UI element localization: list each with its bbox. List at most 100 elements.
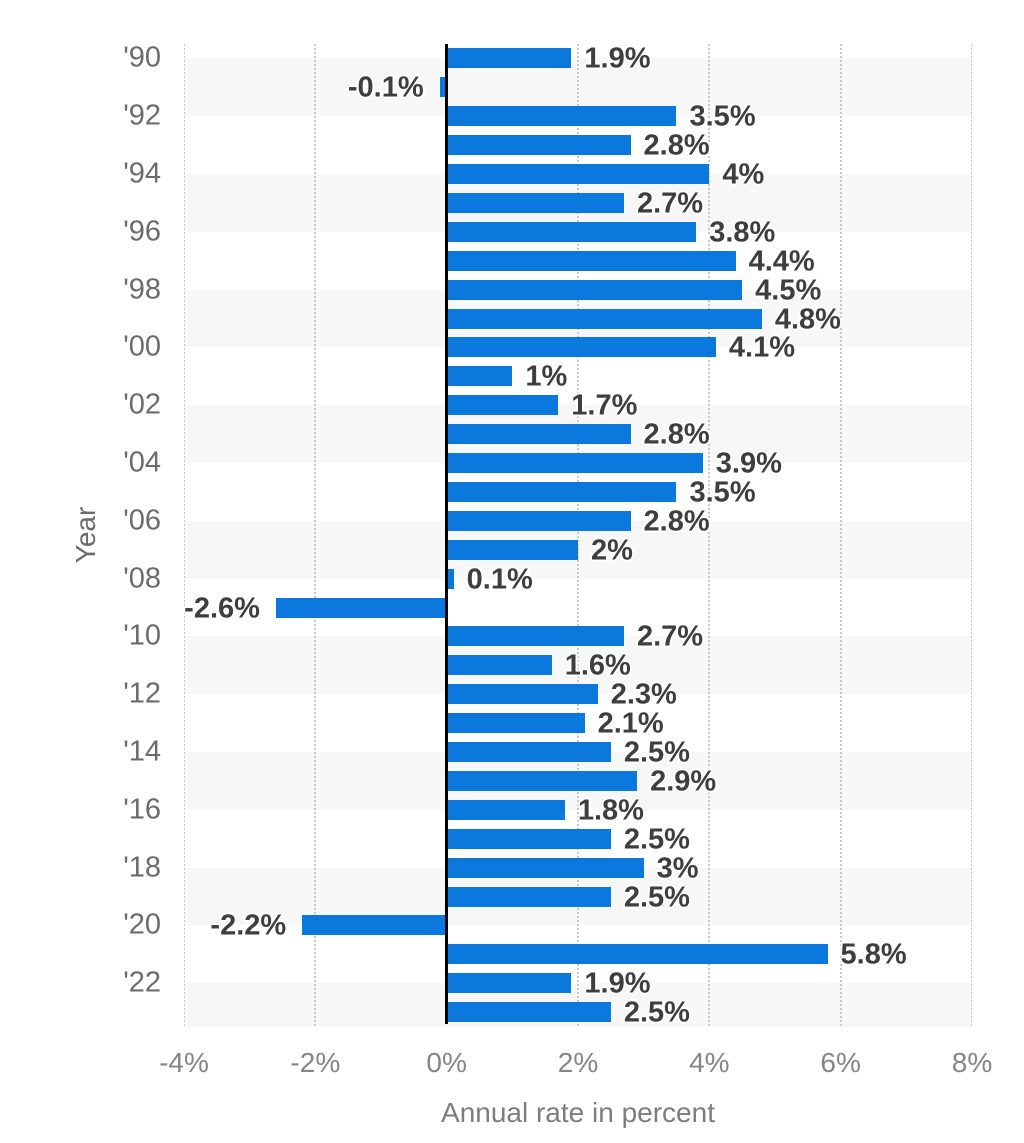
value-label-2016: 1.8%	[577, 794, 644, 827]
value-label-2005: 3.5%	[689, 476, 756, 509]
bar-2002[interactable]	[446, 395, 559, 416]
y-tick-label: '94	[123, 157, 161, 190]
bar-2020[interactable]	[302, 915, 447, 936]
x-tick-label: 2%	[557, 1047, 599, 1078]
bar-2007[interactable]	[446, 539, 578, 560]
value-label-2008: 0.1%	[466, 563, 533, 596]
value-label-2003: 2.8%	[643, 418, 710, 451]
bar-2015[interactable]	[446, 770, 638, 791]
value-label-1996: 3.8%	[709, 216, 776, 249]
bar-2022[interactable]	[446, 973, 572, 994]
value-label-1991: -0.1%	[347, 71, 424, 104]
value-label-2009: -2.6%	[184, 592, 260, 625]
value-label-2010: 2.7%	[636, 620, 704, 653]
x-tick-label: 6%	[820, 1047, 861, 1078]
value-label-1998: 4.5%	[755, 274, 822, 307]
y-tick-label: '90	[123, 41, 161, 74]
x-tick-label: 0%	[426, 1047, 467, 1078]
value-label-2012: 2.3%	[610, 678, 677, 711]
value-label-1993: 2.8%	[643, 129, 710, 162]
value-label-2015: 2.9%	[650, 765, 717, 798]
y-tick-label: '18	[123, 851, 161, 884]
bar-1997[interactable]	[446, 250, 736, 271]
value-label-2002: 1.7%	[571, 389, 638, 422]
value-label-1999: 4.8%	[774, 303, 841, 336]
value-label-2022: 1.9%	[584, 967, 651, 1000]
bar-2023[interactable]	[446, 1002, 611, 1023]
y-tick-label: '04	[123, 446, 161, 479]
bar-1993[interactable]	[446, 135, 631, 156]
gridline	[708, 44, 711, 1027]
bar-2004[interactable]	[446, 453, 703, 474]
value-label-2021: 5.8%	[840, 938, 907, 971]
value-label-2018: 3%	[656, 852, 699, 885]
gridline	[971, 44, 972, 1027]
value-label-1990: 1.9%	[584, 42, 651, 75]
value-label-2007: 2%	[591, 534, 633, 567]
bar-2013[interactable]	[446, 713, 585, 734]
y-tick-label: '08	[123, 562, 161, 595]
y-tick-label: '06	[123, 504, 161, 537]
bar-1994[interactable]	[446, 164, 710, 185]
bar-1992[interactable]	[446, 106, 677, 127]
x-tick-label: 8%	[951, 1047, 993, 1078]
bar-2016[interactable]	[446, 799, 565, 820]
bar-1991[interactable]	[439, 77, 447, 98]
bar-1998[interactable]	[446, 279, 743, 300]
value-label-2017: 2.5%	[623, 823, 690, 856]
zero-axis-line	[445, 44, 448, 1024]
bar-2018[interactable]	[446, 857, 644, 878]
bar-1995[interactable]	[446, 192, 624, 213]
value-label-1992: 3.5%	[689, 100, 756, 133]
bar-2014[interactable]	[446, 742, 611, 763]
gridline	[184, 44, 185, 1027]
bar-2010[interactable]	[446, 626, 624, 647]
value-label-2004: 3.9%	[715, 447, 782, 480]
x-axis-title: Annual rate in percent	[441, 1097, 715, 1128]
bar-2006[interactable]	[446, 510, 631, 531]
value-label-2013: 2.1%	[597, 707, 664, 740]
value-label-1997: 4.4%	[748, 245, 815, 278]
value-label-2023: 2.5%	[623, 996, 690, 1029]
value-label-2001: 1%	[525, 360, 568, 393]
bar-1996[interactable]	[446, 221, 697, 242]
bar-2009[interactable]	[275, 597, 447, 618]
bar-2019[interactable]	[446, 886, 611, 907]
bar-2017[interactable]	[446, 828, 611, 849]
gridline	[577, 44, 579, 1027]
value-label-2006: 2.8%	[643, 505, 710, 538]
y-tick-label: '02	[123, 388, 161, 421]
gridline	[314, 44, 317, 1027]
y-tick-label: '12	[123, 677, 161, 710]
value-label-2011: 1.6%	[564, 649, 631, 682]
bar-2003[interactable]	[446, 424, 631, 445]
bar-2021[interactable]	[446, 944, 828, 965]
value-label-2020: -2.2%	[210, 909, 287, 942]
y-axis-title: Year	[70, 506, 101, 564]
x-tick-label: 4%	[689, 1047, 730, 1078]
y-tick-label: '98	[123, 273, 161, 306]
bar-2005[interactable]	[446, 481, 677, 502]
bar-2000[interactable]	[446, 337, 716, 358]
bar-2012[interactable]	[446, 684, 598, 705]
y-tick-label: '00	[123, 330, 161, 363]
plot-area	[184, 44, 972, 1027]
x-tick-label: -2%	[290, 1047, 341, 1078]
y-tick-label: '22	[123, 966, 161, 999]
value-label-2014: 2.5%	[623, 736, 690, 769]
y-tick-label: '10	[123, 619, 161, 652]
bar-2008[interactable]	[446, 568, 454, 589]
bar-1990[interactable]	[446, 48, 572, 69]
y-tick-label: '96	[123, 215, 161, 248]
y-tick-label: '20	[123, 908, 161, 941]
bar-2011[interactable]	[446, 655, 552, 676]
value-label-1994: 4%	[722, 158, 765, 191]
value-label-1995: 2.7%	[636, 187, 704, 220]
value-label-2000: 4.1%	[728, 331, 795, 364]
y-tick-label: '16	[123, 793, 161, 826]
gridline	[839, 44, 842, 1027]
y-tick-label: '14	[123, 735, 161, 768]
bar-2001[interactable]	[446, 366, 513, 387]
bar-1999[interactable]	[446, 308, 762, 329]
